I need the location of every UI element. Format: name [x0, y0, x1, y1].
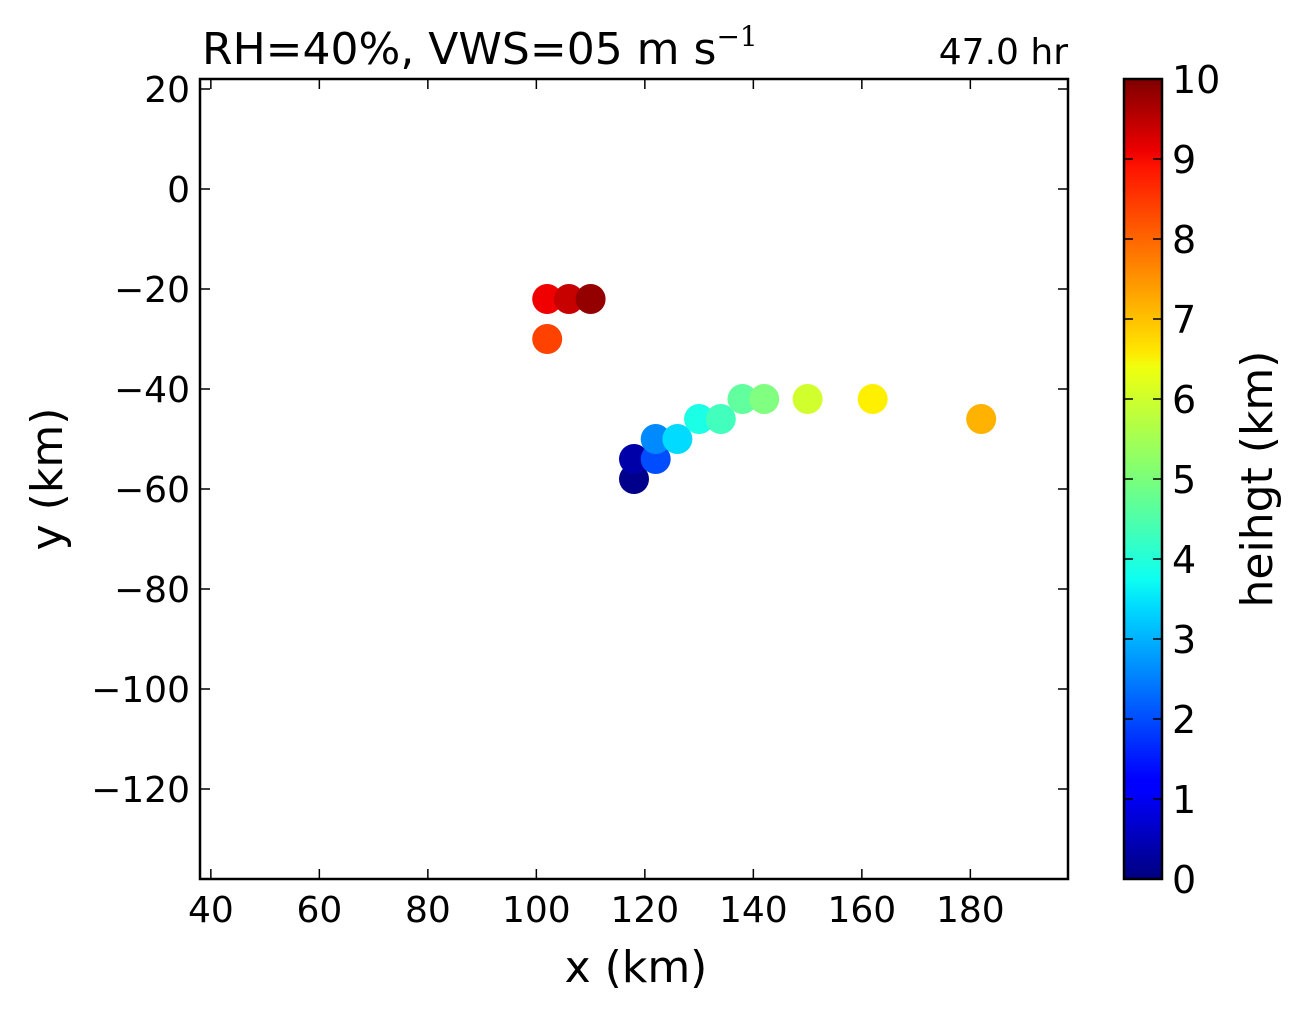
colorbar-tick-label: 2: [1172, 698, 1196, 742]
scatter-point: [619, 444, 649, 474]
x-tick-label: 180: [936, 890, 1005, 931]
x-tick-label: 120: [610, 890, 679, 931]
scatter-point: [792, 384, 823, 414]
colorbar-tick-label: 0: [1172, 858, 1196, 902]
scatter-point: [727, 384, 758, 414]
scatter-point: [749, 384, 780, 414]
colorbar-tick-label: 6: [1172, 378, 1196, 422]
colorbar-tick-label: 5: [1172, 458, 1196, 502]
colorbar-ticks: 0 1 2 3 4 5 6 7 8 9 10: [1124, 58, 1220, 902]
scatter-point: [640, 424, 671, 454]
scatter-point: [553, 284, 584, 314]
colorbar-tick-label: 8: [1172, 218, 1196, 262]
chart-title-text: RH=40%, VWS=05 m s: [202, 24, 716, 75]
x-axis-label: x (km): [565, 942, 708, 993]
scatter-point: [705, 404, 736, 434]
scatter-point: [532, 324, 563, 354]
colorbar-tick-label: 7: [1172, 298, 1196, 342]
y-tick-label: −80: [114, 570, 190, 611]
x-tick-label: 40: [188, 890, 234, 931]
x-axis: 40 60 80 100 120 140 160 180: [188, 79, 1005, 931]
chart-title-superscript: −1: [716, 20, 757, 53]
y-tick-label: −120: [91, 770, 190, 811]
x-tick-label: 100: [502, 890, 571, 931]
y-axis: 20 0 −20 −40 −60 −80 −100 −120: [91, 70, 1068, 811]
colorbar-tick-label: 10: [1172, 58, 1220, 102]
x-tick-label: 80: [405, 890, 451, 931]
x-tick-label: 160: [827, 890, 896, 931]
x-tick-label: 140: [719, 890, 788, 931]
y-tick-label: 20: [144, 70, 190, 111]
y-tick-label: −100: [91, 670, 190, 711]
x-tick-label: 60: [296, 890, 342, 931]
time-label: 47.0 hr: [939, 32, 1068, 73]
scatter-point: [532, 284, 563, 314]
colorbar-tick-label: 9: [1172, 138, 1196, 182]
y-tick-label: −60: [114, 470, 190, 511]
colorbar-tick-label: 4: [1172, 538, 1196, 582]
chart-title: RH=40%, VWS=05 m s−1: [202, 20, 758, 75]
scatter-point: [966, 404, 997, 434]
y-tick-label: 0: [167, 170, 190, 211]
scatter-point: [857, 384, 888, 414]
scatter-point: [684, 404, 715, 434]
scatter-points: [532, 284, 997, 494]
colorbar-label: heihgt (km): [1232, 351, 1283, 608]
y-tick-label: −40: [114, 370, 190, 411]
colorbar-tick-label: 3: [1172, 618, 1196, 662]
scatter-point: [575, 284, 606, 314]
scatter-point: [662, 424, 693, 454]
colorbar-tick-label: 1: [1172, 778, 1196, 822]
y-tick-label: −20: [114, 270, 190, 311]
y-axis-label: y (km): [22, 408, 73, 551]
